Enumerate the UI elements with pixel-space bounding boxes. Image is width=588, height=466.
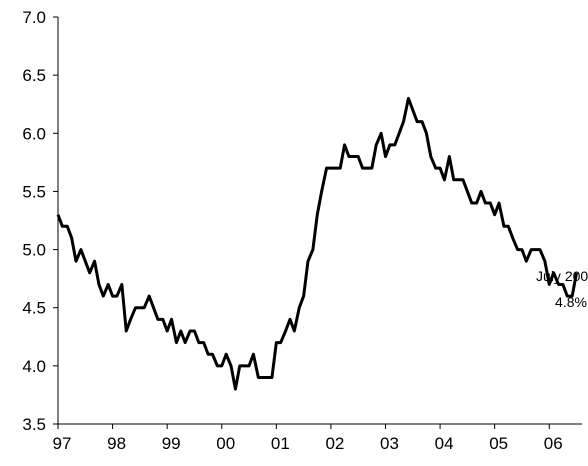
data-line <box>56 96 579 391</box>
x-tick-label: 06 <box>544 434 563 453</box>
y-tick-label: 4.0 <box>22 357 46 376</box>
y-tick-label: 5.5 <box>22 182 46 201</box>
y-tick-label: 6.0 <box>22 124 46 143</box>
x-tick-label: 05 <box>489 434 508 453</box>
x-tick-label: 03 <box>380 434 399 453</box>
y-tick-label: 6.5 <box>22 66 46 85</box>
y-tick-label: 4.5 <box>22 299 46 318</box>
y-tick-label: 3.5 <box>22 415 46 434</box>
y-tick-label: 7.0 <box>22 8 46 27</box>
y-tick-label: 5.0 <box>22 241 46 260</box>
x-tick-label: 02 <box>325 434 344 453</box>
annotation: July 2006 <box>536 268 588 284</box>
x-tick-label: 98 <box>107 434 126 453</box>
x-tick-label: 99 <box>162 434 181 453</box>
x-tick-label: 00 <box>216 434 235 453</box>
x-tick-label: 97 <box>53 434 72 453</box>
x-tick-label: 04 <box>435 434 454 453</box>
annotation: 4.8% <box>555 294 587 310</box>
x-tick-label: 01 <box>271 434 290 453</box>
